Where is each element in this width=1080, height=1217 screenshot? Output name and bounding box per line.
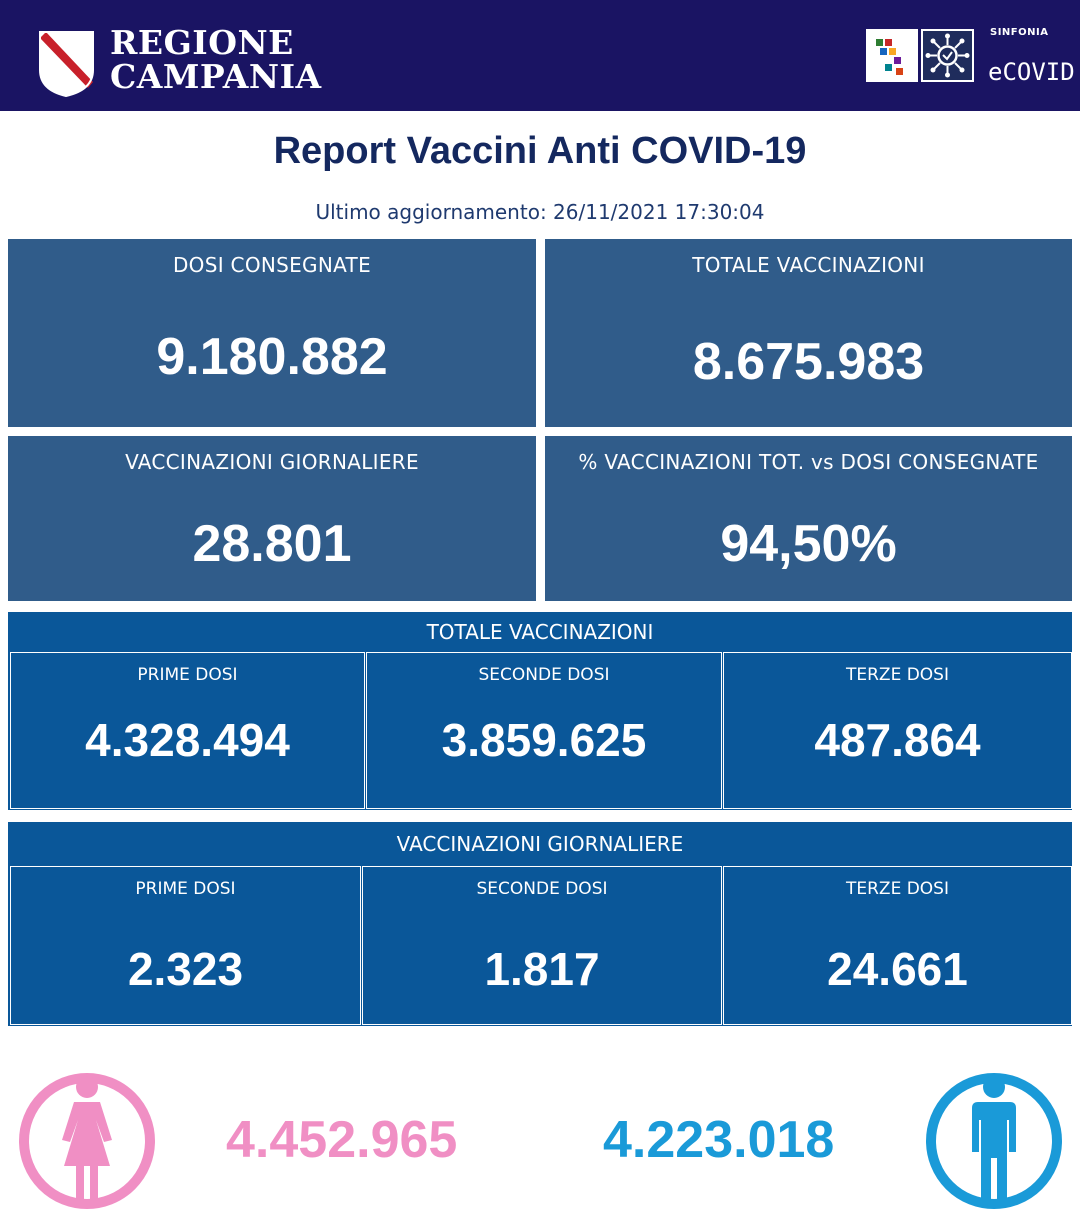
last-update-text: Ultimo aggiornamento: 26/11/2021 17:30:0… [315, 200, 765, 224]
card-percentuale-vaccinazioni: % VACCINAZIONI TOT. vs DOSI CONSEGNATE 9… [545, 436, 1072, 601]
cell-label: SECONDE DOSI [478, 665, 610, 685]
page-header: REGIONE CAMPANIA [0, 0, 1080, 111]
cell-label: SECONDE DOSI [476, 879, 608, 899]
card-totale-vaccinazioni: TOTALE VACCINAZIONI 8.675.983 [545, 239, 1072, 427]
sinfonia-logo-icon [866, 29, 918, 82]
cell-value: 3.859.625 [441, 714, 647, 766]
section-vaccinazioni-giornaliere: VACCINAZIONI GIORNALIERE PRIME DOSI 2.32… [8, 822, 1072, 1026]
card-label: % VACCINAZIONI TOT. vs DOSI CONSEGNATE [578, 450, 1039, 474]
ecovid-label: eCOVID [988, 58, 1075, 86]
cell-label: TERZE DOSI [845, 665, 949, 685]
cell-value: 2.323 [127, 943, 244, 995]
cell-prime-dosi: PRIME DOSI 2.323 [10, 866, 361, 1025]
sinfonia-label: SINFONIA [990, 27, 1049, 38]
male-person-icon [926, 1073, 1062, 1209]
female-vaccinated-value: 4.452.965 [226, 1111, 458, 1169]
cell-seconde-dosi: SECONDE DOSI 1.817 [362, 866, 722, 1025]
cell-terze-dosi: TERZE DOSI 24.661 [723, 866, 1072, 1025]
card-value: 94,50% [720, 515, 897, 573]
card-label: DOSI CONSEGNATE [172, 253, 372, 277]
card-dosi-consegnate: DOSI CONSEGNATE 9.180.882 [8, 239, 536, 427]
cell-value: 4.328.494 [85, 714, 290, 766]
cell-value: 487.864 [814, 714, 981, 766]
cell-seconde-dosi: SECONDE DOSI 3.859.625 [366, 652, 722, 809]
card-value: 8.675.983 [692, 333, 925, 391]
cell-label: PRIME DOSI [135, 879, 236, 899]
region-name: REGIONE CAMPANIA [110, 26, 322, 94]
female-person-icon [19, 1073, 155, 1209]
card-label: TOTALE VACCINAZIONI [692, 253, 925, 277]
cell-terze-dosi: TERZE DOSI 487.864 [723, 652, 1072, 809]
page-title: Report Vaccini Anti COVID-19 [273, 130, 807, 172]
region-name-line1: REGIONE [110, 23, 294, 62]
cell-prime-dosi: PRIME DOSI 4.328.494 [10, 652, 365, 809]
virus-icon [921, 29, 974, 82]
regione-campania-shield-icon [39, 31, 94, 98]
card-label: VACCINAZIONI GIORNALIERE [125, 450, 419, 474]
card-vaccinazioni-giornaliere: VACCINAZIONI GIORNALIERE 28.801 [8, 436, 536, 601]
card-value: 28.801 [192, 515, 352, 573]
cell-value: 24.661 [827, 943, 968, 995]
section-totale-vaccinazioni: TOTALE VACCINAZIONI PRIME DOSI 4.328.494… [8, 612, 1072, 810]
region-name-line2: CAMPANIA [110, 57, 322, 96]
section-title: VACCINAZIONI GIORNALIERE [396, 832, 684, 856]
cell-value: 1.817 [484, 943, 600, 995]
section-title: TOTALE VACCINAZIONI [426, 620, 654, 644]
cell-label: TERZE DOSI [845, 879, 949, 899]
male-vaccinated-value: 4.223.018 [603, 1111, 835, 1169]
card-value: 9.180.882 [156, 328, 388, 386]
cell-label: PRIME DOSI [137, 665, 238, 685]
